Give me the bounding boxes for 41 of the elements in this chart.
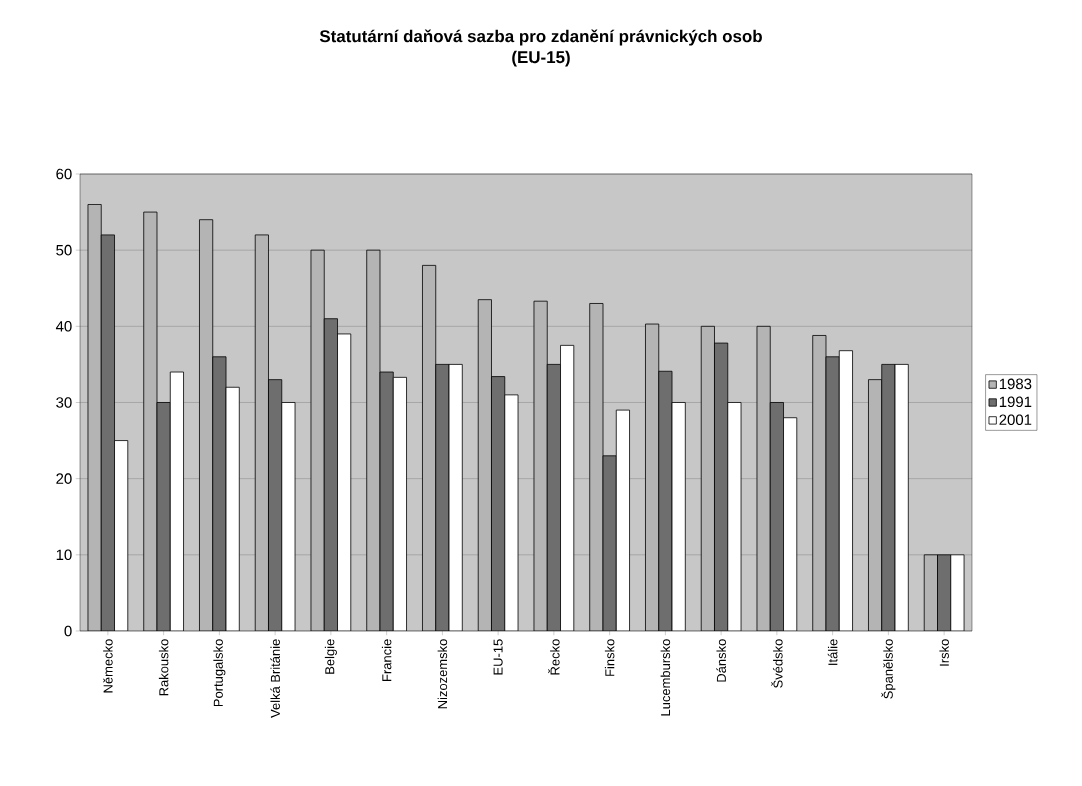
y-tick-label: 50 bbox=[56, 244, 72, 256]
bar bbox=[156, 402, 171, 631]
x-tick-label: Rakousko bbox=[158, 639, 169, 696]
y-tick-label: 30 bbox=[56, 397, 72, 408]
x-tick-label: Velká Británie bbox=[270, 639, 280, 718]
x-tick-label: EU-15 bbox=[493, 639, 503, 675]
x-tick-label: Itálie bbox=[827, 639, 838, 665]
bar bbox=[769, 402, 784, 631]
bar bbox=[602, 455, 617, 631]
x-tick-label: Francie bbox=[381, 639, 392, 681]
legend-label: 1983 bbox=[999, 378, 1032, 390]
y-tick-label: 20 bbox=[56, 473, 72, 484]
y-tick-label: 10 bbox=[56, 549, 72, 561]
bar bbox=[546, 364, 561, 631]
x-tick-label: Německo bbox=[103, 639, 113, 693]
x-tick-label: Španělsko bbox=[881, 639, 896, 699]
bar bbox=[881, 364, 896, 631]
x-tick-label: Řecko bbox=[548, 639, 560, 675]
y-tick-label: 40 bbox=[55, 321, 72, 332]
x-tick-label: Nizozemsko bbox=[437, 639, 448, 709]
bar bbox=[268, 379, 283, 631]
x-tick-label: Portugalsko bbox=[213, 639, 226, 707]
x-tick-label: Dánsko bbox=[716, 639, 726, 682]
x-tick-label: Švédsko bbox=[771, 639, 783, 688]
chart-subtitle: (EU-15) bbox=[512, 50, 570, 67]
chart-title: Statutární daňová sazba pro zdanění právnických osob bbox=[319, 29, 762, 46]
x-tick-label: Finsko bbox=[604, 639, 615, 676]
bar bbox=[658, 370, 673, 631]
legend-label: 1991 bbox=[999, 396, 1032, 408]
x-tick-label: Irsko bbox=[939, 639, 949, 666]
bar bbox=[435, 364, 450, 631]
bar bbox=[714, 342, 729, 631]
legend-label: 2001 bbox=[999, 414, 1032, 425]
x-tick-label: Lucembursko bbox=[660, 639, 671, 716]
y-tick-label: 0 bbox=[64, 625, 72, 637]
bar bbox=[825, 356, 840, 631]
y-tick-label: 60 bbox=[56, 168, 72, 180]
x-tick-label: Belgie bbox=[324, 639, 337, 674]
bar bbox=[491, 376, 506, 631]
bar bbox=[212, 356, 227, 631]
bar bbox=[379, 371, 394, 631]
